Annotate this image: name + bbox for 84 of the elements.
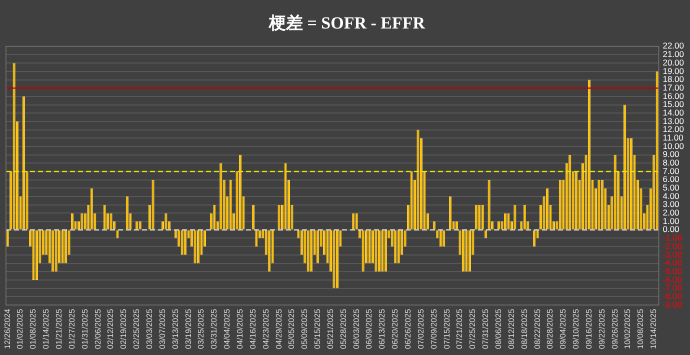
y-tick-label: 6.00 [662, 174, 680, 184]
y-tick-label: 15.00 [662, 99, 684, 110]
x-tick-label: 04/04/2025 [222, 308, 232, 350]
y-tick-label: 5.00 [662, 182, 680, 193]
y-tick-label: -8.00 [662, 290, 682, 301]
x-tick-label: 06/09/2025 [364, 308, 374, 350]
x-tick-label: 08/22/2025 [532, 308, 542, 350]
x-tick-label: 05/05/2025 [287, 308, 296, 350]
y-tick-label: 21.00 [662, 49, 684, 60]
x-tick-label: 07/25/2025 [468, 308, 478, 350]
x-tick-label: 06/03/2025 [352, 308, 361, 350]
x-tick-label: 07/15/2025 [442, 308, 452, 350]
x-tick-label: 03/07/2025 [158, 308, 167, 350]
y-tick-label: 18.00 [662, 74, 684, 84]
x-tick-label: 09/22/2025 [597, 308, 606, 350]
x-tick-label: 09/16/2025 [584, 308, 594, 350]
x-tick-label: 08/06/2025 [494, 308, 503, 350]
chart-title: 梗差 = SOFR - EFFR [268, 14, 426, 33]
x-tick-label: 09/10/2025 [572, 308, 581, 350]
x-tick-label: 01/02/2025 [16, 308, 25, 350]
y-tick-label: -3.00 [662, 249, 682, 260]
y-tick-label: -1.00 [662, 232, 682, 243]
x-tick-label: 01/27/2025 [67, 308, 76, 350]
x-tick-label: 07/31/2025 [481, 308, 490, 350]
x-tick-label: 02/12/2025 [106, 308, 116, 350]
x-tick-label: 01/08/2025 [28, 308, 38, 350]
y-tick-label: -5.00 [662, 266, 682, 276]
y-tick-label: 12.00 [662, 124, 684, 134]
y-tick-label: 19.00 [662, 66, 684, 76]
x-tick-label: 03/31/2025 [210, 308, 219, 350]
y-tick-label: 16.00 [662, 90, 684, 101]
x-tick-label: 04/29/2025 [274, 308, 284, 350]
y-tick-label: 20.00 [662, 57, 684, 68]
y-tick-label: 11.00 [662, 132, 684, 142]
x-tick-label: 04/16/2025 [248, 308, 258, 350]
x-tick-label: 05/28/2025 [338, 308, 348, 350]
x-tick-label: 03/25/2025 [196, 308, 206, 350]
x-tick-label: 04/10/2025 [235, 308, 244, 350]
x-tick-label: 02/06/2025 [93, 308, 102, 350]
x-tick-label: 04/23/2025 [261, 308, 270, 350]
x-tick-label: 05/21/2025 [326, 308, 335, 350]
y-tick-label: 7.00 [662, 166, 680, 176]
x-tick-label: 03/19/2025 [184, 308, 193, 350]
x-tick-label: 09/04/2025 [558, 308, 568, 350]
y-tick-label: 10.00 [662, 140, 684, 151]
x-tick-label: 01/14/2025 [42, 308, 51, 350]
y-tick-label: 2.00 [662, 208, 680, 218]
x-tick-label: 03/13/2025 [170, 308, 180, 350]
y-tick-label: -2.00 [662, 240, 682, 251]
x-tick-label: 07/21/2025 [455, 308, 464, 350]
x-tick-label: 10/14/2025 [649, 308, 658, 350]
x-tick-label: 05/15/2025 [313, 308, 322, 350]
x-tick-label: 01/31/2025 [80, 308, 90, 350]
y-tick-label: -4.00 [662, 258, 682, 268]
y-tick-label: -7.00 [662, 282, 682, 293]
y-tick-label: 17.00 [662, 82, 684, 92]
x-tick-label: 08/18/2025 [520, 308, 529, 350]
y-tick-label: 8.00 [662, 158, 680, 168]
x-tick-label: 08/12/2025 [506, 308, 516, 350]
y-tick-label: 1.00 [662, 216, 680, 226]
x-tick-label: 01/21/2025 [54, 308, 64, 350]
y-tick-label: 0.00 [662, 224, 680, 234]
y-tick-label: 4.00 [662, 190, 680, 201]
x-tick-label: 02/19/2025 [119, 308, 128, 350]
x-tick-label: 08/28/2025 [546, 308, 555, 350]
x-tick-label: 12/26/2024 [2, 308, 12, 350]
x-tick-label: 03/03/2025 [144, 308, 154, 350]
y-tick-label: 13.00 [662, 116, 684, 126]
y-tick-label: 14.00 [662, 107, 684, 118]
x-tick-label: 10/02/2025 [623, 308, 632, 350]
x-tick-label: 07/09/2025 [429, 308, 438, 350]
x-tick-label: 09/26/2025 [610, 308, 620, 350]
x-tick-label: 10/08/2025 [636, 308, 646, 350]
x-tick-label: 06/13/2025 [378, 308, 387, 350]
y-tick-label: 22.00 [662, 40, 684, 51]
x-tick-label: 07/02/2025 [416, 308, 426, 350]
x-tick-label: 02/25/2025 [132, 308, 142, 350]
x-tick-label: 05/09/2025 [300, 308, 310, 350]
x-tick-label: 06/26/2025 [404, 308, 413, 350]
x-tick-label: 06/20/2025 [390, 308, 400, 350]
y-tick-label: -6.00 [662, 274, 682, 284]
y-tick-label: 3.00 [662, 199, 680, 210]
y-tick-label: 9.00 [662, 149, 680, 160]
y-tick-label: -9.00 [662, 299, 682, 310]
